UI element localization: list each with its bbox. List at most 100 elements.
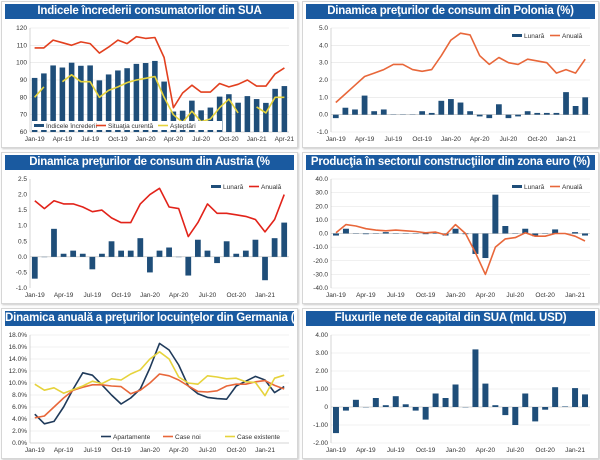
x-tick-label: Oct-20: [535, 292, 555, 299]
bar: [582, 233, 589, 236]
y-tick-label: 4.0%: [12, 416, 27, 423]
bar: [204, 250, 211, 257]
y-tick-label: 3.0: [319, 60, 328, 67]
bar: [127, 250, 134, 257]
bar: [534, 112, 541, 115]
x-tick-label: Oct-20: [535, 447, 555, 454]
x-tick-label: Apr-19: [54, 447, 74, 454]
bar: [118, 250, 125, 257]
bar: [492, 194, 499, 234]
bar: [115, 70, 121, 132]
bar: [147, 256, 153, 273]
y-tick-label: 2.5: [18, 176, 27, 183]
bar: [342, 407, 349, 411]
legend-label: Case existente: [237, 434, 280, 441]
x-tick-label: Oct-19: [108, 136, 128, 143]
panel-germany-housing: Dinamica anuală a preţurilor locuinţelor…: [1, 308, 298, 459]
y-tick-label: 110: [17, 42, 28, 49]
chart-title: Dinamica preţurilor de consum din Poloni…: [306, 4, 595, 19]
x-tick-label: Jan-21: [556, 136, 576, 143]
x-tick-label: Oct-20: [226, 292, 246, 299]
bar: [242, 250, 249, 257]
x-tick-label: Apr-20: [476, 447, 496, 454]
y-tick-label: -40.0: [313, 285, 328, 292]
chart-us-consumer-confidence: 60 70 80 90 100 110 120 Jan-19 Apr-19 Jul-19 Oct-1…: [16, 25, 295, 143]
x-tick-label: Jan-21: [255, 292, 275, 299]
legend-swatch: [512, 34, 522, 37]
series-line: [34, 351, 285, 397]
bar: [108, 241, 115, 257]
x-tick-label: Apr-19: [355, 136, 375, 143]
bar: [572, 388, 579, 407]
bar: [476, 114, 483, 117]
bar: [452, 228, 459, 234]
bar: [543, 112, 550, 115]
x-tick-label: Jan-19: [25, 292, 45, 299]
y-tick-label: -20.0: [313, 258, 328, 265]
bar: [402, 404, 409, 407]
x-tick-label: Jan-21: [565, 292, 585, 299]
legend-label: Anuală: [562, 184, 583, 191]
x-tick-label: Apr-19: [356, 292, 376, 299]
bar: [281, 86, 288, 132]
x-tick-label: Jan-21: [565, 447, 585, 454]
bar: [422, 233, 429, 235]
y-tick-label: 20.0: [315, 203, 328, 210]
bar: [226, 94, 232, 132]
bar: [532, 233, 539, 237]
series-line: [34, 187, 285, 238]
y-tick-label: -1.00: [313, 422, 328, 429]
bar: [152, 60, 158, 132]
bar: [524, 111, 531, 115]
y-tick-label: 0.0: [319, 231, 328, 238]
x-tick-label: Apr-19: [356, 447, 376, 454]
bar: [382, 405, 389, 407]
bar: [216, 96, 223, 132]
x-tick-label: Jul-20: [192, 136, 210, 143]
x-tick-label: Jan-19: [326, 447, 346, 454]
x-tick-label: Jan-20: [446, 447, 466, 454]
bar: [419, 111, 426, 115]
bar: [380, 109, 387, 115]
series-line: [34, 342, 285, 425]
panel-poland-cpi: Dinamica preţurilor de consum din Poloni…: [302, 1, 599, 148]
x-tick-label: Oct-20: [226, 447, 246, 454]
y-tick-label: 6.0%: [12, 404, 27, 411]
x-tick-label: Apr-19: [53, 136, 73, 143]
y-tick-label: 18.0%: [9, 332, 28, 339]
y-tick-label: 1.00: [315, 386, 328, 393]
legend-label: Lunară: [223, 184, 244, 191]
bar: [552, 229, 559, 234]
bar: [432, 393, 439, 407]
bar: [352, 109, 358, 115]
x-tick-label: Jan-20: [140, 447, 160, 454]
y-tick-label: -1.0: [16, 285, 28, 292]
x-tick-label: Oct-19: [111, 292, 131, 299]
bar: [189, 100, 195, 132]
bar: [124, 68, 130, 132]
legend-swatch: [211, 185, 221, 188]
legend-label: Anuală: [261, 184, 282, 191]
panel-us-capital-flows: Fluxurile nete de capital din SUA (mld. …: [302, 308, 599, 459]
bar: [422, 407, 429, 420]
bar: [31, 256, 38, 279]
bar: [332, 233, 339, 236]
bar: [79, 253, 86, 257]
x-tick-label: Apr-21: [275, 136, 295, 143]
x-tick-label: Jul-19: [384, 136, 402, 143]
bar: [482, 383, 489, 407]
x-tick-label: Oct-19: [412, 136, 432, 143]
chart-title: Dinamica anuală a preţurilor locuinţelor…: [5, 311, 294, 326]
x-tick-label: Jan-19: [326, 292, 346, 299]
bar: [472, 349, 479, 407]
x-tick-label: Jul-20: [506, 292, 524, 299]
series-line: [335, 223, 586, 276]
y-tick-label: -0.5: [16, 269, 28, 276]
series-line: [34, 74, 285, 124]
x-tick-label: Jul-19: [81, 136, 99, 143]
bar: [41, 73, 47, 132]
bar: [563, 92, 569, 115]
panel-austria-cpi: Dinamica preţurilor de consum din Austri…: [1, 152, 298, 304]
x-tick-label: Jan-20: [446, 292, 466, 299]
bar: [482, 233, 489, 259]
